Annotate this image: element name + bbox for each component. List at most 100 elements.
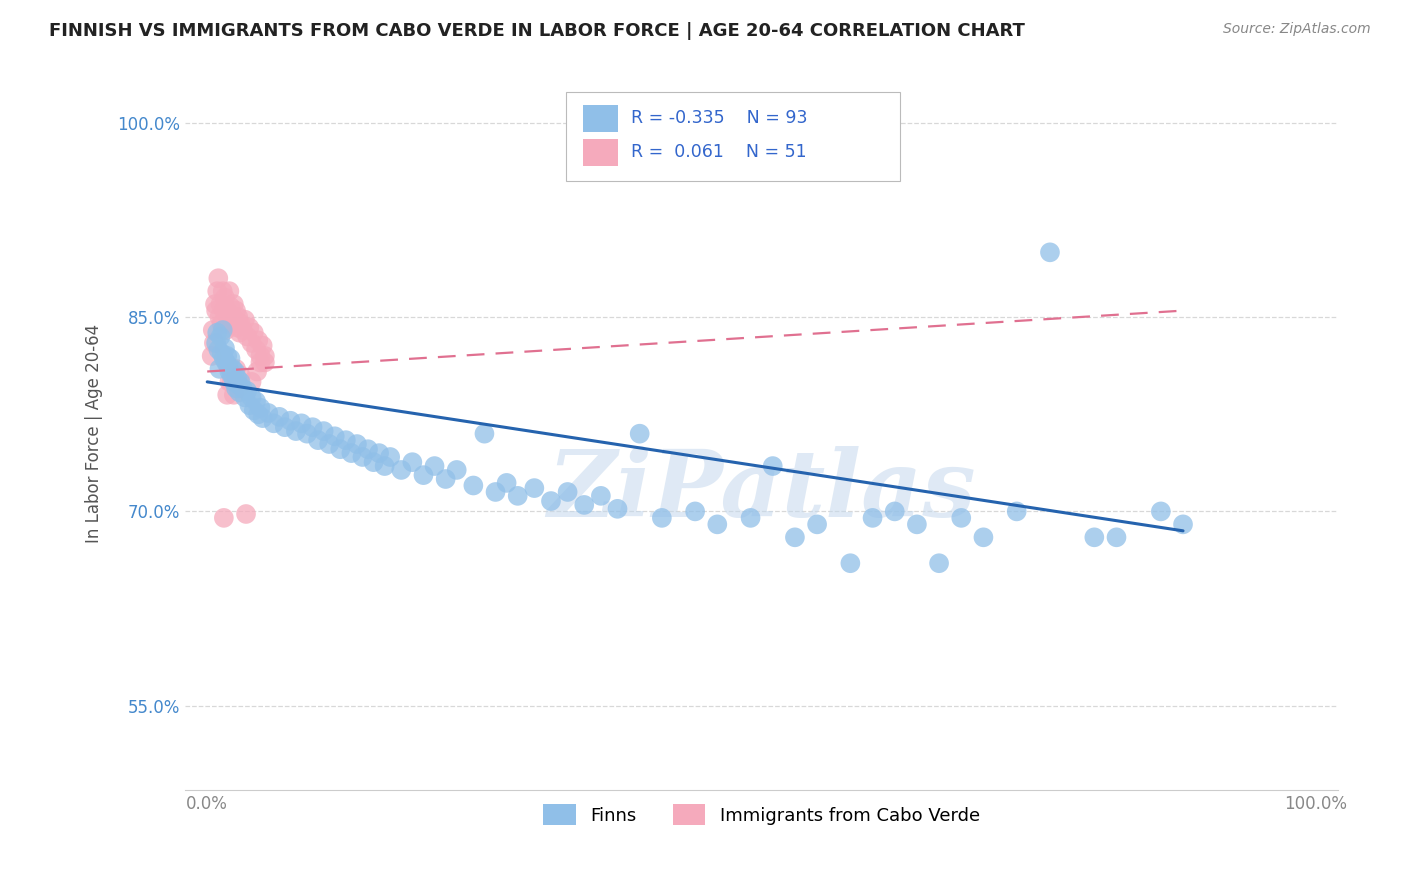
Point [226, 310, 249, 324]
Point [329, 442, 352, 457]
Point [235, 507, 257, 521]
Point [222, 388, 245, 402]
Legend: Finns, Immigrants from Cabo Verde: Finns, Immigrants from Cabo Verde [534, 796, 988, 834]
Point [228, 385, 250, 400]
Point [883, 504, 905, 518]
Point [368, 446, 391, 460]
Point [224, 312, 246, 326]
Text: R =  0.061    N = 51: R = 0.061 N = 51 [631, 144, 807, 161]
Point [204, 297, 226, 311]
Point [839, 556, 862, 570]
Point [1039, 245, 1062, 260]
Point [506, 489, 529, 503]
Point [806, 517, 828, 532]
Point [229, 375, 252, 389]
Point [226, 371, 249, 385]
Point [762, 458, 785, 473]
Point [249, 349, 271, 363]
Point [222, 375, 245, 389]
Point [238, 398, 260, 412]
Point [236, 384, 259, 398]
Point [215, 323, 238, 337]
Point [540, 494, 562, 508]
Point [233, 391, 256, 405]
Point [243, 326, 266, 340]
Point [211, 346, 233, 360]
Point [683, 504, 706, 518]
Point [207, 343, 229, 357]
Point [229, 317, 252, 331]
Point [211, 323, 233, 337]
Point [352, 450, 374, 464]
Point [363, 455, 385, 469]
Point [280, 414, 302, 428]
Point [208, 310, 231, 324]
Point [205, 326, 228, 340]
Point [740, 511, 762, 525]
FancyBboxPatch shape [565, 92, 900, 181]
Point [233, 312, 256, 326]
Point [240, 336, 263, 351]
Point [484, 485, 506, 500]
Point [212, 351, 235, 366]
Point [219, 351, 242, 366]
Point [215, 355, 238, 369]
Point [205, 284, 228, 298]
Point [252, 338, 274, 352]
Point [335, 433, 357, 447]
Point [224, 364, 246, 378]
Point [495, 475, 517, 490]
Point [217, 388, 239, 402]
Point [214, 341, 236, 355]
Point [217, 317, 239, 331]
Point [229, 368, 252, 383]
Point [357, 442, 380, 457]
Point [221, 368, 243, 383]
Point [380, 450, 402, 464]
Point [374, 458, 396, 473]
Point [928, 556, 950, 570]
Point [284, 424, 307, 438]
Point [606, 501, 628, 516]
Text: R = -0.335    N = 93: R = -0.335 N = 93 [631, 109, 808, 127]
Point [211, 284, 233, 298]
Point [214, 291, 236, 305]
Point [246, 364, 269, 378]
Point [226, 381, 249, 395]
Point [240, 375, 263, 389]
Y-axis label: In Labor Force | Age 20-64: In Labor Force | Age 20-64 [86, 324, 103, 543]
Point [209, 329, 232, 343]
Point [301, 420, 323, 434]
Point [1005, 504, 1028, 518]
Point [236, 329, 259, 343]
Text: FINNISH VS IMMIGRANTS FROM CABO VERDE IN LABOR FORCE | AGE 20-64 CORRELATION CHA: FINNISH VS IMMIGRANTS FROM CABO VERDE IN… [49, 22, 1025, 40]
Point [222, 317, 245, 331]
Point [249, 355, 271, 369]
Point [253, 355, 276, 369]
Point [247, 407, 270, 421]
Point [218, 375, 240, 389]
Point [463, 478, 485, 492]
Point [225, 381, 247, 395]
Point [589, 489, 612, 503]
Point [651, 511, 673, 525]
Text: Source: ZipAtlas.com: Source: ZipAtlas.com [1223, 22, 1371, 37]
Point [523, 481, 546, 495]
Point [1105, 530, 1128, 544]
Point [245, 343, 267, 357]
Point [218, 284, 240, 298]
Point [225, 362, 247, 376]
Point [274, 420, 297, 434]
Point [783, 530, 806, 544]
Point [1150, 504, 1173, 518]
Point [249, 401, 271, 415]
Point [212, 303, 235, 318]
Point [574, 498, 596, 512]
Point [222, 297, 245, 311]
Point [706, 517, 728, 532]
Point [226, 377, 249, 392]
Point [423, 458, 446, 473]
Point [245, 394, 267, 409]
Point [221, 310, 243, 324]
Point [412, 468, 434, 483]
